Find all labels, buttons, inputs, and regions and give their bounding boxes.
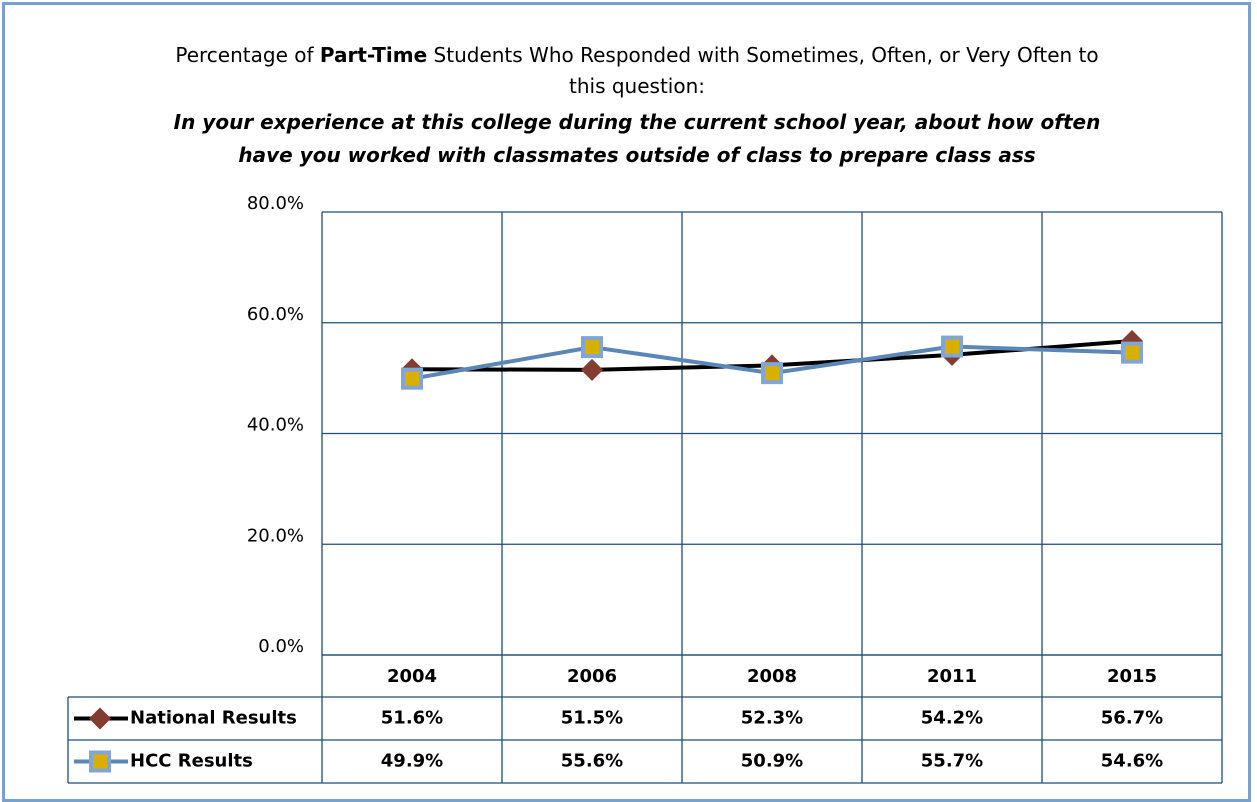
marker	[89, 750, 111, 773]
x-tick-label: 2004	[387, 666, 437, 687]
chart-subtitle: In your experience at this college durin…	[173, 110, 1101, 167]
table-value: 56.7%	[1101, 708, 1163, 729]
table-value: 51.5%	[561, 708, 623, 729]
y-tick-label: 0.0%	[258, 636, 304, 657]
y-tick-label: 60.0%	[247, 304, 304, 325]
table-value: 54.2%	[921, 708, 983, 729]
marker	[581, 336, 603, 359]
legend-label: HCC Results	[130, 751, 253, 772]
table-value: 51.6%	[381, 708, 443, 729]
table-value: 55.7%	[921, 751, 983, 772]
title-emphasis: Part-Time	[319, 43, 428, 67]
marker	[1121, 341, 1143, 364]
table-value: 49.9%	[381, 751, 443, 772]
marker	[581, 358, 603, 381]
marker	[941, 335, 963, 358]
x-tick-label: 2011	[927, 666, 977, 687]
marker	[401, 367, 423, 390]
table-value: 52.3%	[741, 708, 803, 729]
title-suffix: Students Who Responded with Sometimes, O…	[433, 43, 1099, 98]
y-tick-label: 40.0%	[247, 415, 304, 436]
y-tick-label: 20.0%	[247, 525, 304, 546]
chart-title: Percentage of Part-Time Students Who Res…	[162, 40, 1112, 102]
marker	[761, 362, 783, 385]
x-tick-label: 2008	[747, 666, 797, 687]
x-tick-label: 2015	[1107, 666, 1157, 687]
legend-label: National Results	[130, 708, 297, 729]
table-value: 55.6%	[561, 751, 623, 772]
marker	[89, 707, 111, 730]
table-value: 50.9%	[741, 751, 803, 772]
table-value: 54.6%	[1101, 751, 1163, 772]
title-prefix: Percentage of	[175, 43, 314, 67]
x-tick-label: 2006	[567, 666, 617, 687]
y-tick-label: 80.0%	[247, 193, 304, 214]
